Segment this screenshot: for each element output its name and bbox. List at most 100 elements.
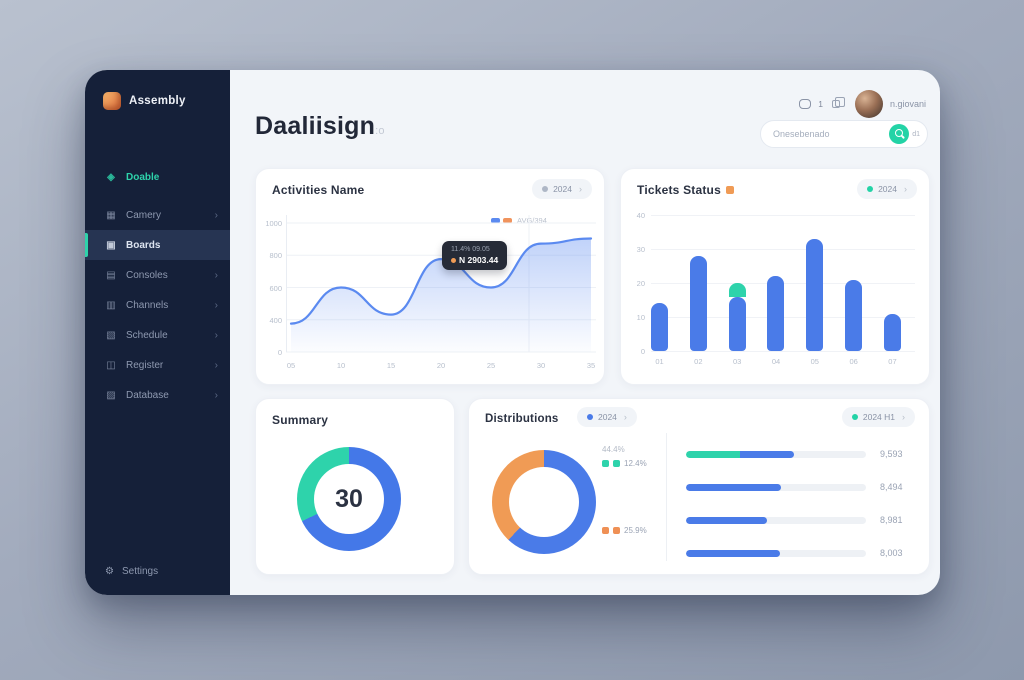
legend-blue-icon — [491, 218, 500, 223]
main-content: 1 n.giovani Daaliisign:o d1 Activities N… — [230, 70, 940, 595]
sidebar-item-database[interactable]: ▨ Database › — [85, 380, 230, 410]
sidebar-item-doable[interactable]: ◈ Doable — [85, 162, 230, 192]
bar — [651, 303, 668, 351]
y-axis-tick: 1000 — [265, 219, 282, 228]
summary-card: Summary 30 — [255, 398, 455, 575]
progress-segment — [740, 450, 794, 458]
tickets-title-text: Tickets Status — [637, 183, 721, 197]
activities-year-label: 2024 — [553, 184, 572, 194]
chevron-right-icon: › — [902, 412, 905, 422]
progress-segment — [686, 549, 780, 557]
activities-legend-label: AVG/394 — [517, 216, 547, 225]
search-button[interactable] — [889, 124, 910, 144]
progress-row: 8,494 — [686, 482, 915, 492]
tooltip-line1: 11.4% 09.05 — [451, 246, 490, 253]
page-title-text: Daaliisign — [255, 112, 376, 140]
sidebar-item-schedule[interactable]: ▧ Schedule › — [85, 320, 230, 350]
chat-bubble-icon[interactable] — [799, 99, 812, 109]
progress-row: 8,981 — [686, 515, 915, 525]
settings-label: Settings — [121, 566, 159, 577]
sidebar-item-consoles[interactable]: ▤ Consoles › — [85, 260, 230, 290]
bar — [728, 283, 746, 351]
bar-accent-segment — [728, 283, 746, 297]
page-title: Daaliisign:o — [255, 112, 385, 141]
summary-donut-value: 30 — [314, 464, 384, 534]
app-logo-icon — [103, 92, 121, 110]
progress-track — [686, 450, 866, 458]
y-axis-tick: 40 — [636, 211, 645, 220]
activities-legend: AVG/394 — [491, 216, 547, 225]
bar — [689, 256, 707, 351]
channel-icon: ▥ — [106, 299, 116, 311]
sidebar-item-settings[interactable]: ⚙ Settings — [105, 566, 158, 577]
progress-segment — [686, 516, 767, 524]
gridline — [651, 351, 915, 352]
x-axis-tick: 01 — [655, 357, 664, 366]
sidebar-item-label: Database — [126, 389, 169, 401]
distribution-year-dropdown[interactable]: 2024 › — [577, 407, 637, 427]
bar — [883, 314, 901, 351]
app-logo: Assembly — [103, 92, 230, 110]
x-axis-tick: 07 — [888, 357, 897, 366]
app-window: Assembly ◈ Doable ▦ Camery › ▣ Boards ▤ Consoles… — [85, 70, 940, 595]
activities-year-dropdown[interactable]: 2024 › — [532, 179, 592, 199]
y-axis-tick: 20 — [636, 279, 645, 288]
progress-list: 9,593 8,494 8,981 8,003 — [686, 449, 915, 581]
progress-row: 8,003 — [686, 548, 915, 558]
sidebar-item-camery[interactable]: ▦ Camery › — [85, 200, 230, 230]
gridline — [651, 249, 915, 250]
y-axis-tick: 0 — [640, 347, 645, 356]
avatar[interactable] — [854, 90, 883, 118]
sidebar: Assembly ◈ Doable ▦ Camery › ▣ Boards ▤ Consoles… — [85, 70, 230, 595]
sidebar-menu: ◈ Doable ▦ Camery › ▣ Boards ▤ Consoles › ▥ Channel… — [85, 162, 230, 410]
search-bar: d1 — [760, 120, 928, 148]
x-axis-tick: 30 — [536, 361, 546, 370]
distribution-card-title: Distributions — [485, 413, 559, 425]
teal-square-icon — [602, 460, 609, 467]
sidebar-item-label: Schedule — [126, 329, 168, 341]
x-axis-tick: 02 — [694, 357, 703, 366]
chevron-right-icon: › — [623, 412, 627, 422]
gridline — [651, 215, 915, 216]
sidebar-item-boards[interactable]: ▣ Boards — [85, 230, 230, 260]
legend-item-orange: 25.9% — [602, 526, 647, 535]
orange-square-icon — [725, 186, 734, 194]
y-axis-tick: 800 — [269, 251, 282, 261]
tickets-year-dropdown[interactable]: 2024 › — [857, 179, 917, 199]
chevron-right-icon: › — [904, 184, 907, 194]
legend-orange-icon — [503, 218, 512, 223]
register-icon: ◫ — [106, 359, 116, 371]
sidebar-item-label: Camery — [126, 209, 162, 221]
chevron-right-icon: › — [214, 209, 218, 221]
search-input[interactable] — [773, 129, 890, 139]
sidebar-item-label: Doable — [126, 171, 160, 183]
y-axis-tick: 30 — [636, 245, 645, 254]
chart-tooltip: 11.4% 09.05 N 2903.44 — [442, 241, 508, 270]
distribution-donut-chart — [492, 450, 596, 554]
x-axis-tick: 25 — [486, 361, 496, 370]
sidebar-item-label: Boards — [126, 239, 161, 251]
progress-track — [686, 483, 866, 491]
sidebar-item-register[interactable]: ◫ Register › — [85, 350, 230, 380]
blue-dot-icon — [587, 414, 593, 420]
sidebar-item-label: Register — [126, 359, 164, 371]
orange-square-icon — [613, 527, 620, 534]
y-axis-tick: 10 — [636, 313, 645, 322]
tooltip-value: N 2903.44 — [459, 255, 499, 265]
x-axis-tick: 04 — [771, 357, 781, 366]
chevron-right-icon: › — [214, 269, 218, 281]
bar — [845, 280, 863, 351]
y-axis-tick: 0 — [277, 348, 282, 357]
progress-filter-label: 2024 H1 — [862, 412, 895, 422]
console-icon: ▤ — [106, 269, 116, 281]
x-axis-tick: 05 — [810, 357, 819, 366]
tooltip-line2: N 2903.44 — [451, 255, 498, 265]
y-axis-tick: 600 — [269, 283, 282, 293]
progress-filter-dropdown[interactable]: 2024 H1 › — [841, 407, 915, 427]
progress-track — [686, 516, 866, 524]
sidebar-item-channels[interactable]: ▥ Channels › — [85, 290, 230, 320]
progress-fill — [686, 516, 767, 524]
legend-orange-label: 25.9% — [624, 526, 647, 535]
progress-fill — [686, 450, 794, 458]
apps-icon[interactable] — [831, 96, 846, 108]
